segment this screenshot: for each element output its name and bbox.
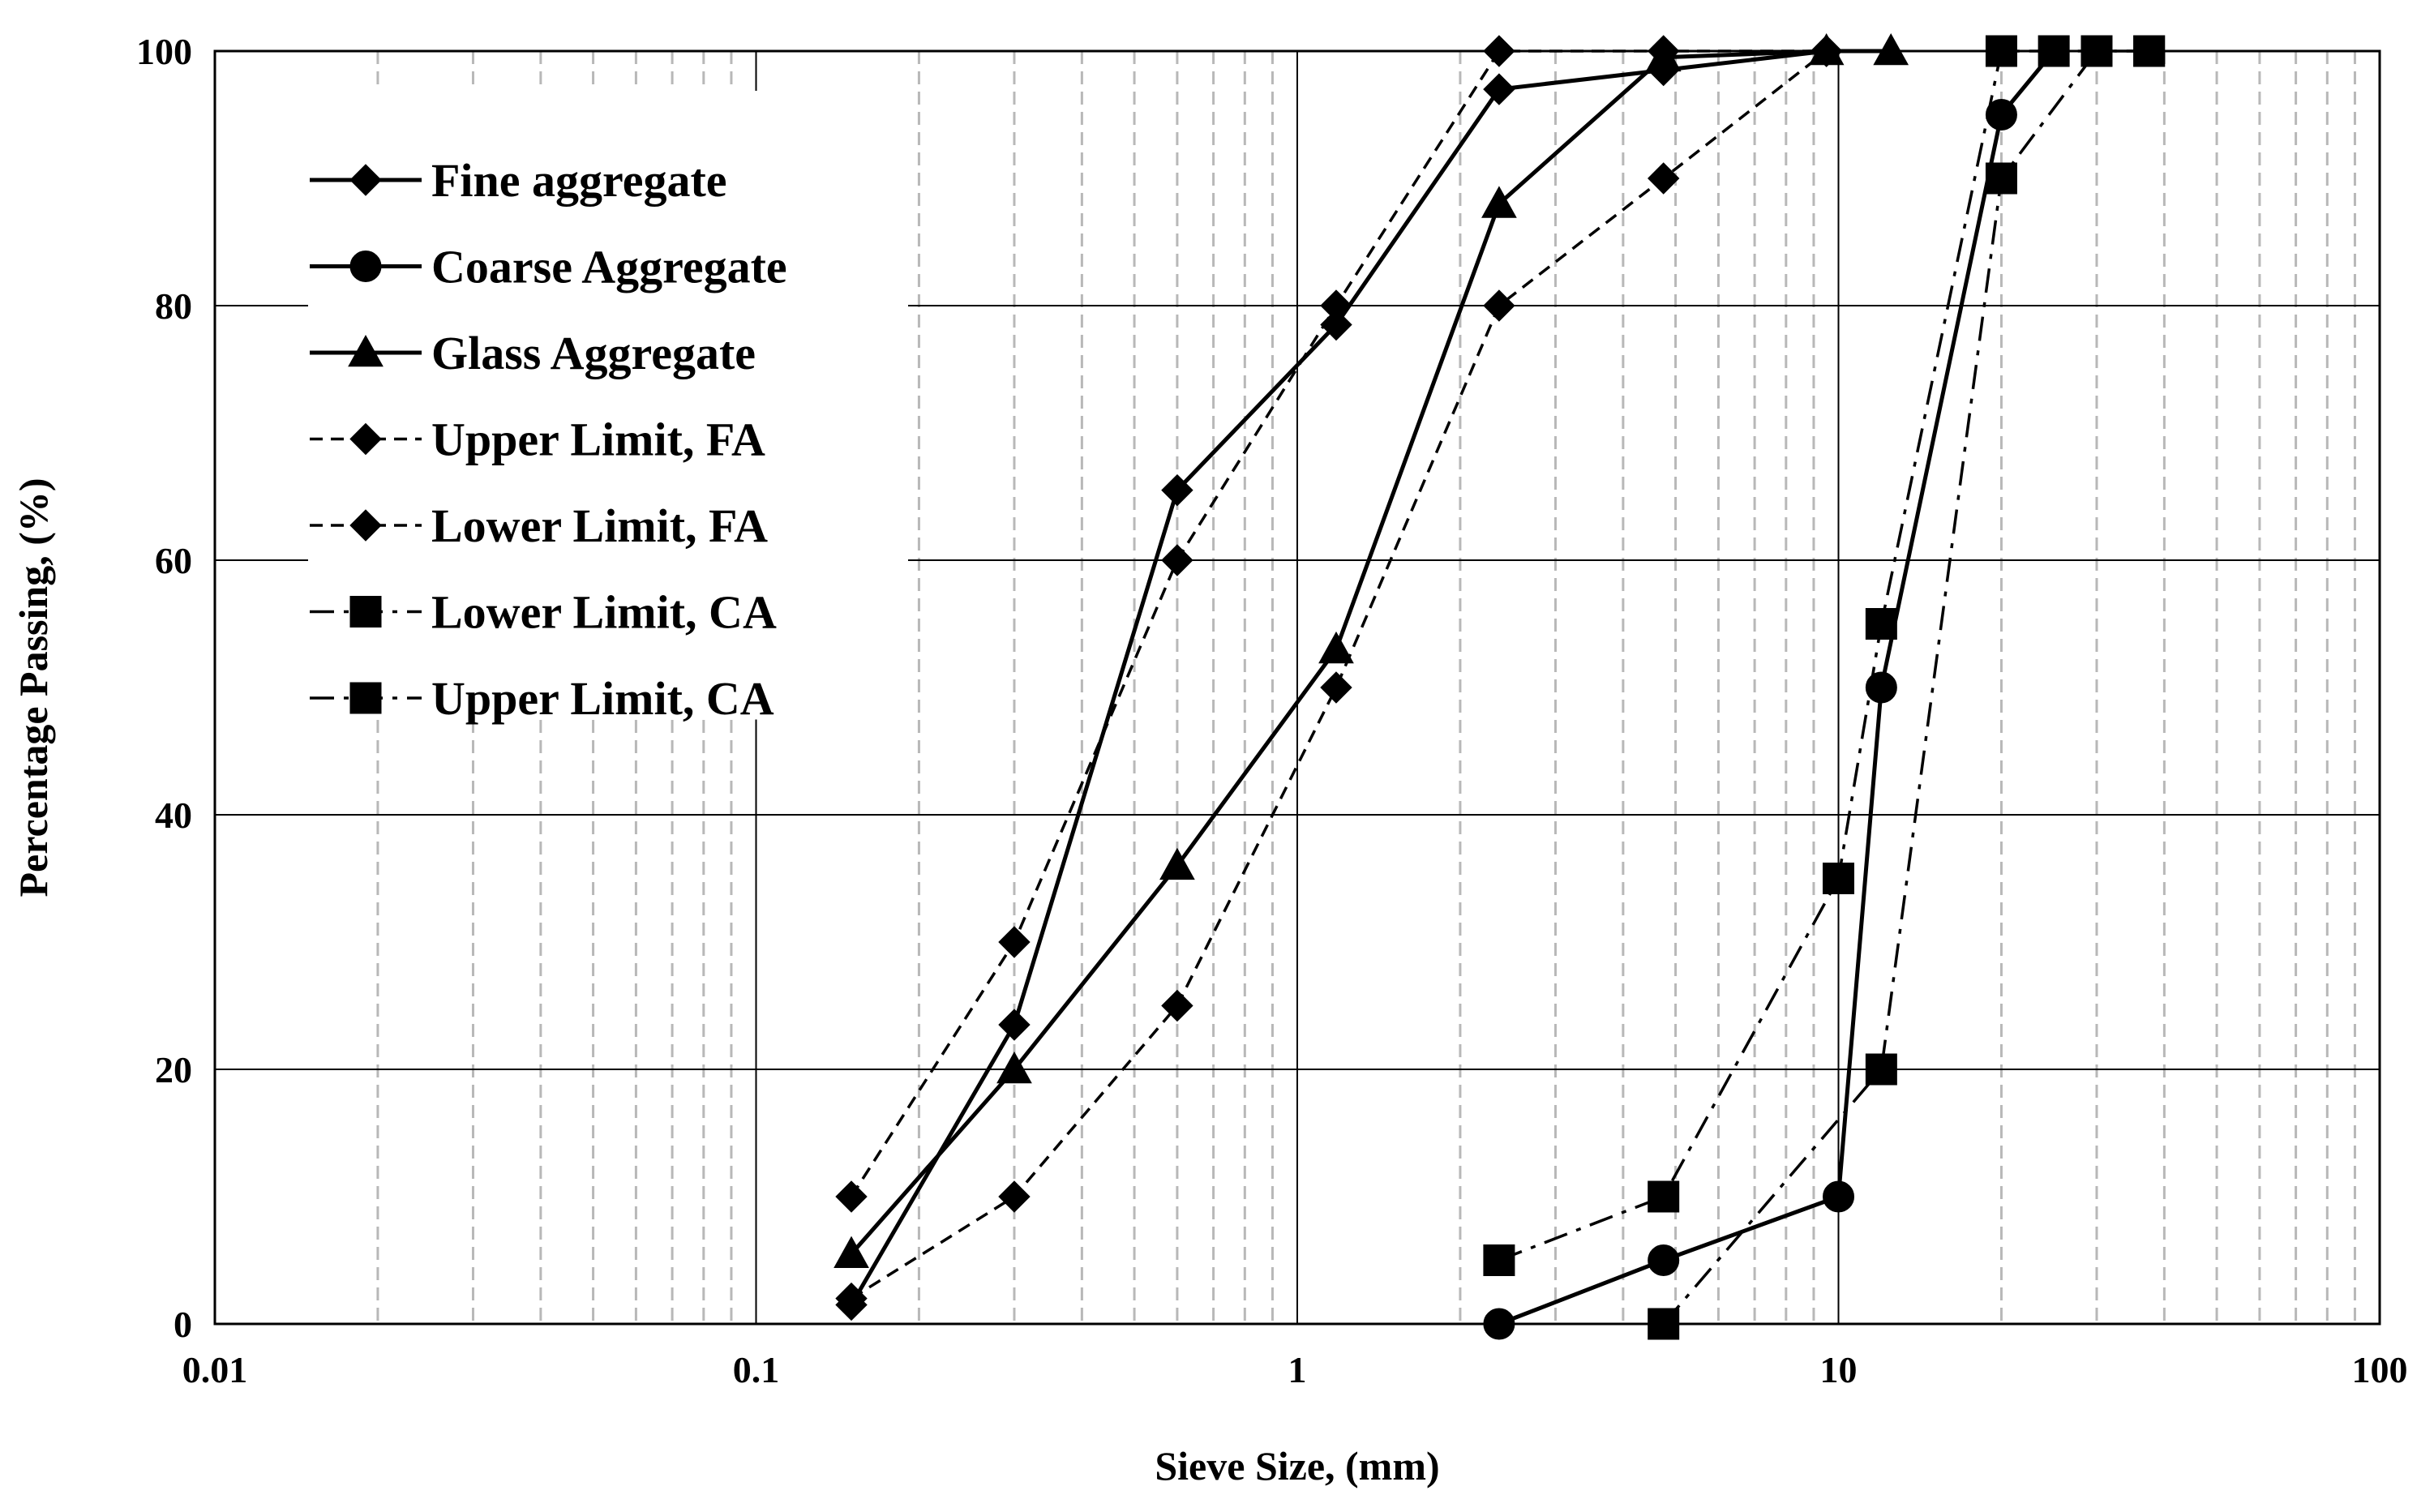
legend-label: Coarse Aggregate xyxy=(431,241,787,293)
legend-label: Lower Limit, FA xyxy=(431,499,768,552)
data-point xyxy=(1320,671,1352,704)
data-point xyxy=(996,1051,1032,1084)
legend-marker xyxy=(349,596,382,628)
legend-item: Upper Limit, CA xyxy=(310,672,774,725)
legend-item: Lower Limit, FA xyxy=(310,499,768,552)
data-point xyxy=(1161,473,1193,507)
data-point xyxy=(1481,186,1517,218)
tick-labels: 0.01 0.1 1 10 100 0 20 40 60 80 100 xyxy=(136,31,2408,1390)
data-point xyxy=(998,1180,1031,1213)
data-point xyxy=(1483,73,1515,105)
data-point xyxy=(1865,671,1897,704)
y-tick-label: 20 xyxy=(155,1049,192,1090)
legend-item: Glass Aggregate xyxy=(310,327,756,379)
data-point xyxy=(1648,1180,1680,1213)
legend-box xyxy=(308,91,908,720)
data-point xyxy=(1865,1053,1897,1086)
y-tick-label: 40 xyxy=(155,795,192,836)
x-axis-title: Sieve Size, (mm) xyxy=(1155,1443,1439,1488)
x-tick-label: 0.1 xyxy=(733,1349,780,1390)
data-point xyxy=(1483,289,1515,322)
data-point xyxy=(1823,1180,1854,1213)
series-layer xyxy=(833,32,2166,1340)
legend: Fine aggregate Coarse Aggregate Glass Aggr… xyxy=(308,91,908,725)
plot-frame xyxy=(213,49,2381,1326)
data-point xyxy=(835,1180,868,1213)
data-point xyxy=(1648,1244,1680,1276)
legend-marker xyxy=(349,422,382,456)
x-tick-label: 1 xyxy=(1288,1349,1307,1390)
data-point xyxy=(1161,544,1193,576)
data-point xyxy=(1865,608,1897,640)
legend-label: Upper Limit, CA xyxy=(431,672,774,725)
data-point xyxy=(833,1236,869,1268)
data-point xyxy=(1483,1244,1515,1276)
legend-item: Fine aggregate xyxy=(310,154,727,207)
data-point xyxy=(1647,162,1680,195)
data-point xyxy=(1985,99,2017,131)
legend-label: Glass Aggregate xyxy=(431,327,756,379)
data-point xyxy=(1318,631,1354,664)
y-tick-label: 60 xyxy=(155,540,192,581)
series-4 xyxy=(835,35,1843,1315)
legend-label: Lower Limit, CA xyxy=(431,586,777,639)
legend-marker xyxy=(349,251,382,282)
y-tick-label: 0 xyxy=(174,1304,192,1345)
y-tick-label: 80 xyxy=(155,285,192,327)
data-point xyxy=(1823,863,1854,894)
y-axis-title: Percentage Passing, (%) xyxy=(11,478,56,897)
legend-item: Lower Limit, CA xyxy=(310,586,777,639)
data-point xyxy=(1161,989,1193,1022)
legend-marker xyxy=(349,682,382,714)
legend-marker xyxy=(349,164,382,196)
x-tick-label: 100 xyxy=(2352,1349,2408,1390)
legend-marker xyxy=(348,334,384,367)
legend-label: Fine aggregate xyxy=(431,154,727,207)
legend-item: Coarse Aggregate xyxy=(310,241,787,293)
data-point xyxy=(835,1282,868,1315)
x-tick-label: 10 xyxy=(1820,1349,1858,1390)
data-point xyxy=(998,926,1031,958)
data-point xyxy=(1985,162,2017,195)
legend-marker xyxy=(349,509,382,542)
data-point xyxy=(1320,289,1352,322)
legend-label: Upper Limit, FA xyxy=(431,413,765,466)
y-tick-label: 100 xyxy=(136,31,192,72)
data-point xyxy=(1873,32,1909,66)
legend-item: Upper Limit, FA xyxy=(310,413,765,466)
x-tick-label: 0.01 xyxy=(182,1349,248,1390)
data-point xyxy=(1159,847,1195,880)
data-point xyxy=(998,1009,1031,1041)
